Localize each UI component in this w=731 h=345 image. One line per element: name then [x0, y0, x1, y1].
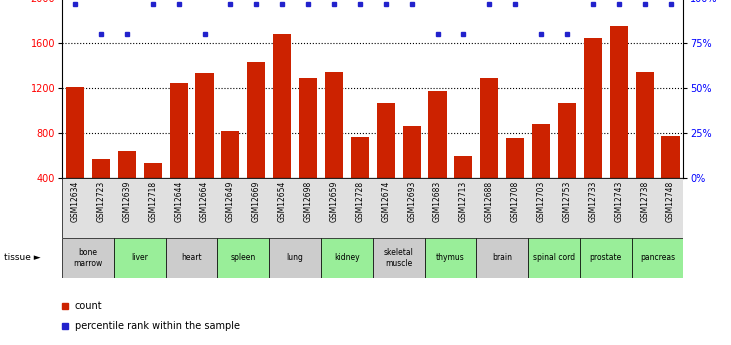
Text: GSM12748: GSM12748 — [666, 181, 675, 222]
Bar — [428, 91, 447, 178]
Bar — [299, 78, 317, 178]
Bar — [269, 238, 321, 278]
Bar — [425, 238, 477, 278]
Bar — [506, 138, 524, 178]
Text: GSM12708: GSM12708 — [511, 181, 520, 222]
Text: GSM12698: GSM12698 — [303, 181, 313, 222]
Text: spleen: spleen — [231, 253, 256, 263]
Bar — [325, 72, 343, 178]
Bar — [66, 87, 84, 178]
Text: GSM12644: GSM12644 — [174, 181, 183, 222]
Text: GSM12649: GSM12649 — [226, 181, 235, 222]
Text: GSM12738: GSM12738 — [640, 181, 649, 222]
Bar — [218, 238, 269, 278]
Text: percentile rank within the sample: percentile rank within the sample — [75, 321, 240, 331]
Text: GSM12683: GSM12683 — [433, 181, 442, 222]
Text: spinal cord: spinal cord — [533, 253, 575, 263]
Bar — [632, 238, 683, 278]
Bar — [114, 238, 166, 278]
Text: GSM12718: GSM12718 — [148, 181, 157, 222]
Bar — [92, 159, 110, 178]
Text: kidney: kidney — [334, 253, 360, 263]
Bar — [144, 163, 162, 178]
Text: heart: heart — [181, 253, 202, 263]
Text: liver: liver — [132, 253, 148, 263]
Bar — [480, 78, 499, 178]
Bar — [635, 72, 654, 178]
Text: GSM12693: GSM12693 — [407, 181, 416, 222]
Text: GSM12669: GSM12669 — [251, 181, 261, 222]
Text: GSM12639: GSM12639 — [122, 181, 132, 222]
Bar — [351, 137, 369, 178]
Bar — [321, 238, 373, 278]
Bar — [170, 83, 188, 178]
Bar — [273, 34, 291, 178]
Bar — [532, 124, 550, 178]
Text: GSM12688: GSM12688 — [485, 181, 494, 222]
Bar — [376, 102, 395, 178]
Text: GSM12634: GSM12634 — [71, 181, 80, 222]
Bar — [195, 73, 213, 178]
Text: thymus: thymus — [436, 253, 465, 263]
Bar — [118, 151, 136, 178]
Text: GSM12728: GSM12728 — [355, 181, 364, 222]
Text: count: count — [75, 300, 102, 310]
Bar — [528, 238, 580, 278]
Text: pancreas: pancreas — [640, 253, 675, 263]
Text: GSM12703: GSM12703 — [537, 181, 545, 222]
Text: GSM12674: GSM12674 — [382, 181, 390, 222]
Text: GSM12664: GSM12664 — [200, 181, 209, 222]
Text: GSM12733: GSM12733 — [588, 181, 597, 222]
Text: GSM12753: GSM12753 — [562, 181, 572, 222]
Text: tissue ►: tissue ► — [4, 253, 40, 263]
Text: bone
marrow: bone marrow — [73, 248, 102, 268]
Text: brain: brain — [492, 253, 512, 263]
Bar — [221, 131, 240, 178]
Bar — [477, 238, 528, 278]
Text: GSM12723: GSM12723 — [96, 181, 105, 222]
Bar — [455, 156, 472, 178]
Bar — [558, 102, 576, 178]
Text: lung: lung — [287, 253, 303, 263]
Bar — [584, 38, 602, 178]
Bar — [373, 238, 425, 278]
Text: GSM12659: GSM12659 — [330, 181, 338, 222]
Text: skeletal
muscle: skeletal muscle — [384, 248, 414, 268]
Bar — [610, 26, 628, 178]
Text: GSM12743: GSM12743 — [614, 181, 624, 222]
Bar — [662, 136, 680, 178]
Bar — [580, 238, 632, 278]
Text: GSM12654: GSM12654 — [278, 181, 287, 222]
Bar — [166, 238, 218, 278]
Text: prostate: prostate — [590, 253, 622, 263]
Bar — [62, 238, 114, 278]
Text: GSM12713: GSM12713 — [459, 181, 468, 222]
Bar — [403, 126, 421, 178]
Bar — [247, 62, 265, 178]
